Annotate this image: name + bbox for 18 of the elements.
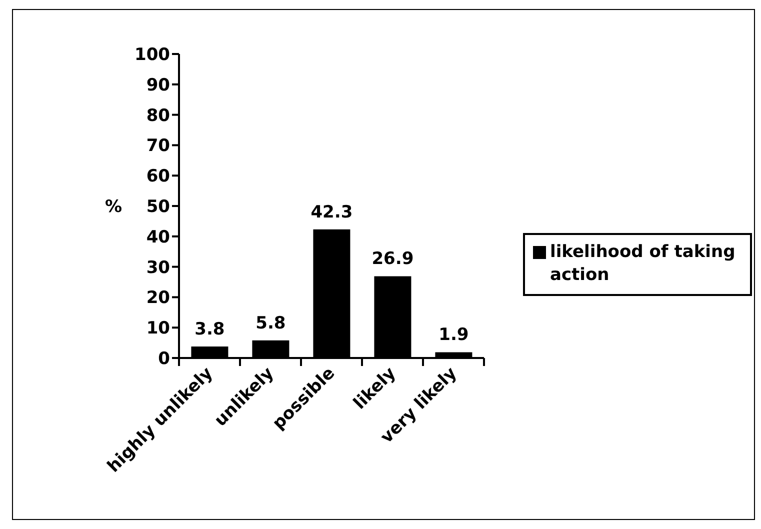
y-tick-label: 100: [134, 45, 170, 66]
y-tick-label: 60: [146, 166, 170, 187]
y-tick-label: 10: [146, 318, 170, 339]
y-tick-label: 50: [146, 197, 170, 218]
data-label: 3.8: [194, 319, 225, 340]
y-tick-label: 80: [146, 106, 170, 126]
y-tick-label: 90: [146, 75, 170, 96]
data-label: 5.8: [256, 313, 286, 334]
y-axis-title: %: [105, 197, 122, 218]
y-tick-label: 70: [146, 136, 170, 156]
data-label: 42.3: [310, 202, 353, 222]
y-tick-label: 0: [158, 349, 170, 370]
legend-label: likelihood of taking action: [550, 241, 736, 287]
data-label: 1.9: [438, 325, 469, 346]
y-tick-label: 30: [146, 258, 170, 278]
data-label: 26.9: [372, 249, 414, 270]
y-tick-label: 20: [146, 288, 170, 308]
y-tick-label: 40: [146, 227, 170, 248]
